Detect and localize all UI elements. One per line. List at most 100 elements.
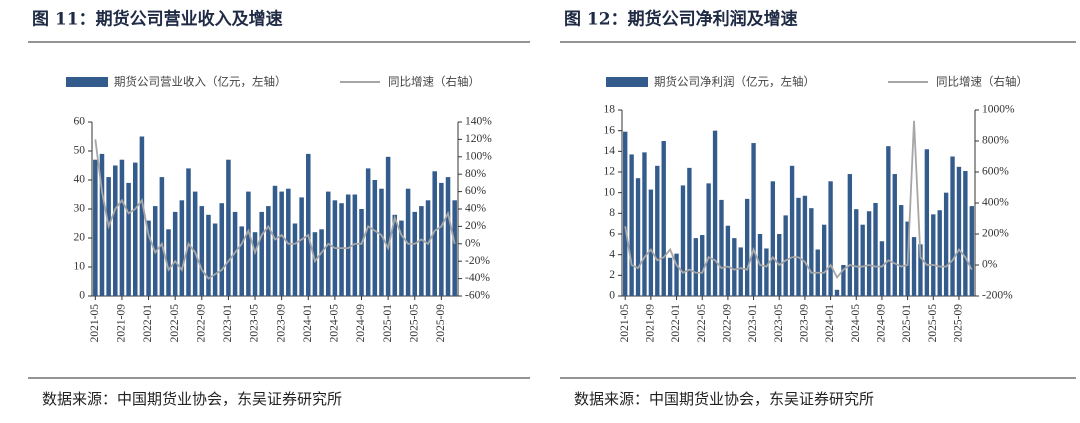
bar bbox=[873, 203, 878, 296]
bar bbox=[299, 197, 304, 296]
y2-tick-label: 40% bbox=[465, 203, 487, 215]
bar bbox=[292, 223, 298, 296]
x-tick-label: 2021-09 bbox=[116, 304, 128, 343]
bar bbox=[445, 177, 451, 296]
bar bbox=[674, 253, 679, 296]
bar bbox=[693, 238, 698, 296]
growth-line bbox=[624, 120, 973, 280]
x-tick-label: 2025-05 bbox=[927, 304, 939, 343]
y-tick-label: 20 bbox=[74, 232, 86, 244]
bar bbox=[789, 165, 795, 296]
bar bbox=[892, 174, 897, 296]
y-tick-label: 10 bbox=[604, 186, 616, 198]
bar bbox=[834, 289, 840, 296]
y2-tick-label: 100% bbox=[465, 150, 492, 162]
bar bbox=[828, 181, 833, 296]
bar bbox=[319, 229, 324, 296]
bar bbox=[924, 149, 930, 296]
x-tick-label: 2024-05 bbox=[850, 304, 862, 343]
y-tick-label: 2 bbox=[609, 269, 615, 281]
y2-tick-label: 80% bbox=[465, 168, 487, 180]
bar bbox=[179, 200, 185, 296]
bar bbox=[687, 167, 692, 296]
y2-tick-label: 400% bbox=[982, 197, 1009, 209]
bar bbox=[796, 197, 801, 296]
x-tick-label: 2023-05 bbox=[249, 304, 261, 343]
bar bbox=[186, 168, 191, 296]
bar bbox=[667, 257, 673, 296]
legend-swatch bbox=[606, 77, 648, 87]
x-tick-label: 2024-01 bbox=[302, 304, 314, 343]
y-tick-label: 14 bbox=[604, 145, 616, 157]
y-tick-label: 0 bbox=[609, 290, 615, 302]
x-tick-label: 2025-05 bbox=[408, 304, 420, 343]
x-tick-label: 2025-09 bbox=[435, 304, 447, 343]
x-tick-label: 2022-09 bbox=[195, 304, 207, 343]
bar bbox=[950, 156, 955, 296]
bar bbox=[359, 209, 364, 296]
bar bbox=[770, 181, 776, 296]
bar bbox=[266, 206, 271, 296]
bar bbox=[680, 185, 686, 296]
legend-swatch bbox=[66, 77, 108, 87]
bar bbox=[706, 183, 711, 296]
legend-label: 同比增速（右轴） bbox=[388, 75, 480, 89]
x-tick-label: 2022-01 bbox=[142, 304, 154, 343]
x-tick-label: 2025-09 bbox=[953, 304, 965, 343]
x-tick-label: 2025-01 bbox=[901, 304, 913, 343]
x-tick-label: 2021-09 bbox=[645, 304, 657, 343]
bar bbox=[943, 192, 949, 296]
bar bbox=[159, 177, 165, 296]
y-tick-label: 50 bbox=[74, 145, 86, 157]
bar bbox=[226, 159, 231, 296]
bar bbox=[365, 168, 371, 296]
bar bbox=[419, 206, 424, 296]
bar bbox=[738, 247, 743, 296]
y2-tick-label: 0% bbox=[465, 237, 481, 249]
y2-tick-label: -200% bbox=[982, 290, 1013, 302]
bar bbox=[352, 194, 358, 296]
y-tick-label: 18 bbox=[604, 104, 616, 116]
y2-tick-label: 600% bbox=[982, 166, 1009, 178]
bar bbox=[629, 154, 634, 296]
x-tick-label: 2021-05 bbox=[89, 304, 101, 343]
y2-tick-label: -60% bbox=[465, 290, 490, 302]
bar bbox=[146, 220, 151, 296]
bar bbox=[372, 180, 378, 296]
bar bbox=[732, 238, 737, 296]
bar bbox=[751, 143, 756, 296]
bar bbox=[192, 191, 198, 296]
bar bbox=[700, 235, 705, 296]
bar bbox=[911, 237, 917, 296]
y2-tick-label: -20% bbox=[465, 255, 490, 267]
bar bbox=[432, 171, 437, 296]
y-tick-label: 0 bbox=[79, 290, 85, 302]
x-tick-label: 2022-05 bbox=[696, 304, 708, 343]
y2-tick-label: 140% bbox=[465, 116, 492, 128]
bar bbox=[219, 203, 225, 296]
bar bbox=[866, 211, 872, 296]
x-tick-label: 2022-09 bbox=[722, 304, 734, 343]
x-tick-label: 2023-09 bbox=[799, 304, 811, 343]
bar bbox=[385, 156, 391, 296]
legend-label: 期货公司净利润（亿元，左轴） bbox=[654, 75, 815, 89]
y-tick-label: 16 bbox=[604, 124, 616, 136]
bar bbox=[648, 189, 654, 296]
bar bbox=[412, 211, 418, 296]
bar bbox=[744, 198, 750, 296]
bar bbox=[847, 174, 853, 296]
chart-title: 图 11：期货公司营业收入及增速 bbox=[32, 9, 283, 30]
bar bbox=[963, 170, 968, 296]
bar bbox=[312, 232, 318, 296]
bar bbox=[93, 159, 98, 296]
bar bbox=[345, 194, 351, 296]
bar bbox=[119, 159, 125, 296]
x-tick-label: 2025-01 bbox=[382, 304, 394, 343]
y-tick-label: 30 bbox=[74, 203, 86, 215]
bar bbox=[452, 200, 457, 296]
y-tick-label: 6 bbox=[609, 228, 615, 240]
bar bbox=[931, 214, 936, 296]
x-tick-label: 2023-05 bbox=[773, 304, 785, 343]
legend-label: 同比增速（右轴） bbox=[936, 75, 1028, 89]
bar bbox=[956, 166, 962, 296]
